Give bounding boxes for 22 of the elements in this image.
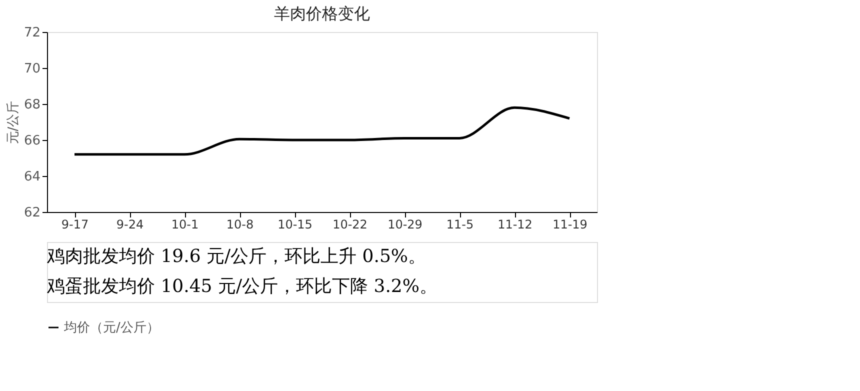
y-tick-label: 68 [24, 98, 40, 112]
y-tick-label: 70 [24, 62, 40, 76]
chart-title: 羊肉价格变化 [274, 4, 370, 23]
x-tick-label: 10-1 [171, 218, 199, 232]
text: 鸡蛋批发均价 10.45 元/公斤，环比下降 3.2%。 [46, 276, 438, 297]
x-tick-label: 9-17 [61, 218, 89, 232]
y-tick-label: 66 [24, 134, 40, 148]
x-tick-label: 10-15 [278, 218, 312, 232]
x-tick-label: 11-12 [498, 218, 532, 232]
y-tick-label: 62 [24, 206, 40, 220]
x-tick-label: 10-8 [226, 218, 254, 232]
text: 鸡肉批发均价 19.6 元/公斤，环比上升 0.5%。 [46, 246, 426, 267]
x-tick-label: 9-24 [116, 218, 144, 232]
x-tick-label: 11-5 [446, 218, 474, 232]
y-axis-title: 元/公斤 [6, 100, 21, 144]
x-tick-label: 10-22 [332, 218, 368, 232]
line-series [73, 106, 571, 156]
y-tick-label: 72 [24, 26, 40, 40]
y-tick-label: 64 [24, 170, 40, 184]
x-tick-label: 11-19 [552, 218, 588, 232]
legend-label: 均价（元/公斤） [63, 320, 160, 336]
x-tick-label: 10-29 [388, 218, 422, 232]
